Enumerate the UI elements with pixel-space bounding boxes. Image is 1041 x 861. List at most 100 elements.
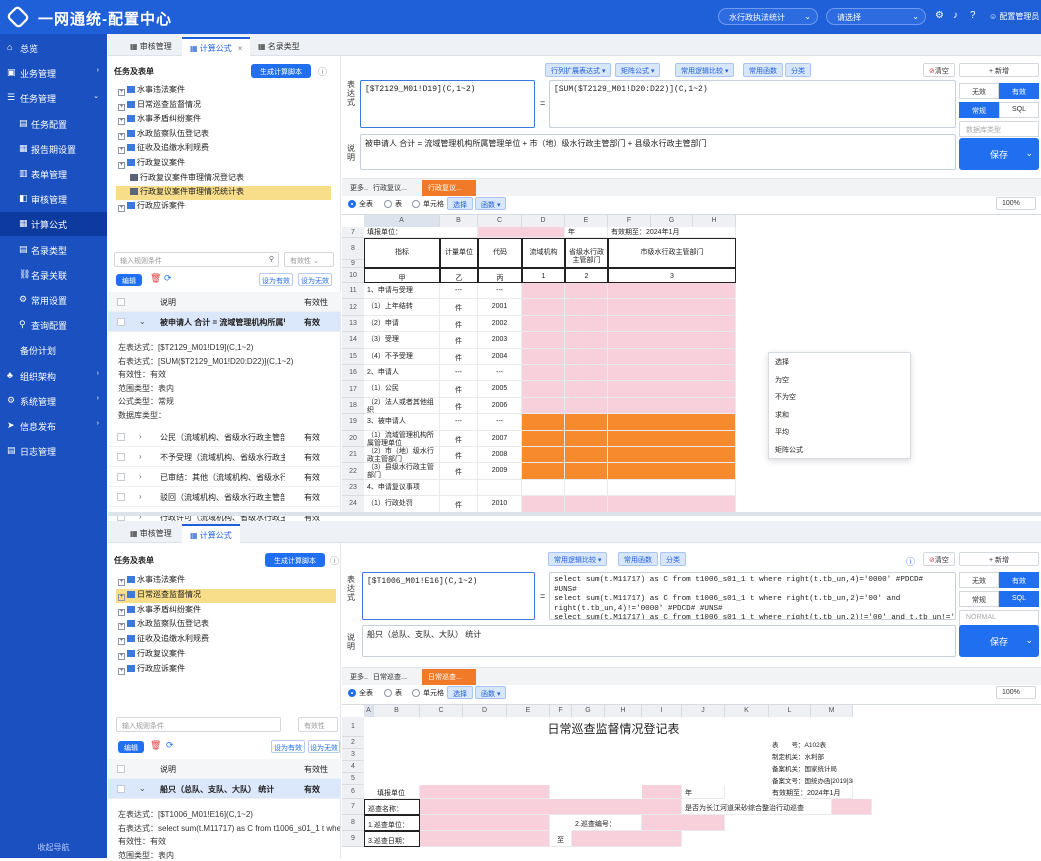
expand-icon[interactable]: + — [118, 161, 125, 169]
code-cell[interactable]: --- — [478, 365, 522, 382]
tree-node[interactable]: + 行政复议案件 — [116, 648, 336, 662]
tab-audit[interactable]: ▦ 审核管理 — [122, 524, 180, 543]
toolbar-button-1[interactable]: 常用函数 — [618, 552, 658, 566]
unit-cell[interactable]: 件 — [440, 447, 478, 464]
data-cell[interactable] — [565, 447, 608, 464]
data-cell[interactable] — [565, 332, 608, 349]
cell-input[interactable] — [420, 799, 682, 815]
data-cell[interactable] — [565, 283, 608, 300]
sidebar-item-1[interactable]: ▣ 业务管理 › — [0, 61, 107, 85]
code-cell[interactable]: --- — [478, 283, 522, 300]
data-cell[interactable] — [608, 430, 736, 447]
expand-icon[interactable]: + — [118, 653, 125, 660]
sql-option[interactable]: SQL — [999, 102, 1039, 118]
chevron-down-icon[interactable]: ⌄ — [1025, 148, 1033, 158]
info-icon[interactable]: ⓘ — [318, 67, 328, 77]
code-cell[interactable]: 2004 — [478, 348, 522, 365]
row-checkbox[interactable] — [117, 785, 125, 793]
cell-label[interactable]: 3.巡查日期： — [364, 831, 420, 847]
expand-icon[interactable]: + — [118, 132, 125, 140]
tree-node[interactable]: + 水事违法案件 — [116, 84, 331, 98]
help-icon[interactable]: ? — [970, 10, 976, 21]
sheet-tab-active[interactable]: 行政复议... — [422, 180, 476, 196]
cell-input[interactable] — [420, 815, 550, 831]
toolbar-button-2[interactable]: 分类 — [660, 552, 686, 566]
expand-icon[interactable]: + — [118, 623, 125, 631]
data-cell[interactable] — [565, 397, 608, 415]
column-header[interactable]: M — [811, 705, 853, 717]
data-cell[interactable] — [608, 365, 736, 382]
right-expression-input[interactable]: select sum(t.M11717) as C from t1006_s01… — [549, 572, 956, 620]
sidebar-item-0[interactable]: ⌂ 总览 — [0, 36, 107, 60]
code-cell[interactable]: 2010 — [478, 496, 522, 512]
data-cell[interactable] — [565, 430, 608, 447]
zoom-select[interactable]: 100% — [996, 686, 1036, 699]
valid-option[interactable]: 有效 — [999, 83, 1039, 99]
set-invalid-button[interactable]: 设为无效 — [308, 740, 340, 753]
data-cell[interactable] — [522, 397, 565, 415]
rule-search-input[interactable]: 输入规则条件 ⚲ — [114, 252, 279, 267]
cell-year[interactable]: 年 — [682, 785, 725, 799]
data-cell[interactable] — [522, 283, 565, 300]
right-expression-input[interactable]: [SUM($T2129_M01!D20:D22)](C,1~2) — [549, 80, 956, 128]
tab-audit[interactable]: ▦ 审核管理 — [122, 37, 180, 56]
function-button[interactable]: 函数 ▾ — [475, 197, 507, 210]
expand-icon[interactable]: + — [118, 205, 125, 212]
radio-all[interactable] — [348, 689, 356, 697]
refresh-icon[interactable]: ⟳ — [166, 740, 174, 750]
rule-search-input[interactable]: 输入规则条件 — [116, 717, 281, 732]
chevron-down-icon[interactable]: ⌄ — [139, 784, 146, 793]
cell-year[interactable]: 年 — [565, 227, 608, 238]
sidebar-item-8[interactable]: ▤ 名录类型 — [0, 238, 107, 262]
cell-fill-unit[interactable]: 填报单位： — [364, 227, 478, 238]
tree-node[interactable]: 行政复议案件审理情况统计表 — [116, 186, 331, 200]
more-sheets[interactable]: 更多.. — [350, 185, 368, 192]
unit-cell[interactable]: --- — [440, 283, 478, 300]
data-cell[interactable] — [565, 348, 608, 365]
data-cell[interactable] — [522, 365, 565, 382]
sidebar-item-13[interactable]: ♣ 组织架构 › — [0, 364, 107, 388]
data-cell[interactable] — [608, 332, 736, 349]
spreadsheet-grid[interactable]: A B C D E F G H I J K L M 1 2 3 4 5 6 7 8 9 日常巡查监督情况登记表表 号：A10… — [342, 704, 1041, 858]
cell-valid-until[interactable]: 有效期至：2024年1月 — [769, 785, 853, 799]
cell-input[interactable] — [478, 227, 565, 238]
code-cell[interactable]: 2001 — [478, 299, 522, 316]
data-cell[interactable] — [522, 381, 565, 398]
data-cell[interactable] — [522, 414, 565, 431]
collapse-nav-button[interactable]: 收起导航 — [37, 843, 70, 852]
context-menu-item[interactable]: 平均 — [775, 429, 789, 436]
data-cell[interactable] — [608, 381, 736, 398]
indicator-cell[interactable]: （1）流域管理机构所属管理单位 — [364, 430, 440, 447]
data-cell[interactable] — [608, 447, 736, 464]
sheet-tab[interactable]: 日常巡查... — [373, 674, 407, 681]
column-header[interactable]: I — [642, 705, 682, 717]
column-header[interactable]: E — [507, 705, 550, 717]
tree-node[interactable]: + 水事矛盾纠纷案件 — [116, 604, 336, 618]
toolbar-button-1[interactable]: 矩阵公式 ▾ — [615, 63, 661, 77]
code-cell[interactable]: 2007 — [478, 430, 522, 447]
column-header[interactable]: C — [420, 705, 463, 717]
column-header[interactable]: C — [478, 215, 522, 227]
bell-icon[interactable]: ♪ — [953, 10, 958, 21]
table-row-selected[interactable]: ⌄ 船只（总队、支队、大队） 统计 有效 — [108, 779, 341, 799]
expand-icon[interactable]: + — [118, 593, 125, 601]
cell-input[interactable] — [642, 815, 725, 831]
column-header[interactable]: L — [769, 705, 811, 717]
indicator-cell[interactable]: （1）公民 — [364, 381, 440, 398]
set-valid-button[interactable]: 设为有效 — [259, 273, 293, 286]
tab-directory[interactable]: ▦ 名录类型 — [250, 37, 308, 56]
chevron-down-icon[interactable]: ⌄ — [139, 317, 146, 326]
tree-node[interactable]: + 水政监察队伍登记表 — [116, 128, 331, 142]
radio-all[interactable] — [348, 200, 356, 208]
data-cell[interactable] — [565, 414, 608, 431]
toolbar-button-0[interactable]: 常用逻辑比较 ▾ — [548, 552, 608, 566]
invalid-option[interactable]: 无效 — [959, 83, 999, 99]
data-cell[interactable] — [608, 414, 736, 431]
data-cell[interactable] — [608, 397, 736, 415]
search-icon[interactable]: ⚲ — [268, 256, 274, 263]
choose-button[interactable]: 选择 — [447, 686, 473, 699]
data-cell[interactable] — [522, 447, 565, 464]
select-all-checkbox[interactable] — [117, 765, 125, 773]
zoom-select[interactable]: 100% — [996, 197, 1036, 210]
skin-icon[interactable]: ⚙ — [935, 10, 944, 21]
